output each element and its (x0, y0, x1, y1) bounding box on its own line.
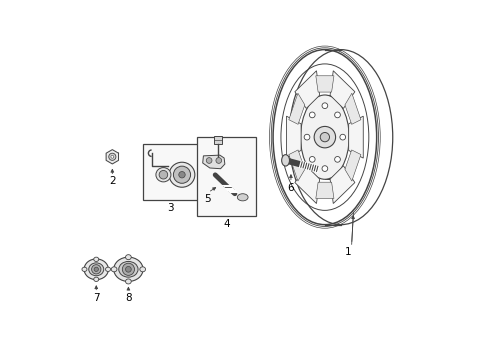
Circle shape (91, 265, 101, 274)
Ellipse shape (125, 279, 131, 284)
Polygon shape (344, 93, 360, 124)
Polygon shape (348, 116, 363, 158)
Polygon shape (106, 150, 118, 164)
Ellipse shape (125, 255, 131, 260)
Polygon shape (203, 155, 224, 169)
Circle shape (322, 103, 327, 109)
Polygon shape (329, 71, 354, 108)
Bar (213, 136, 222, 144)
Bar (197, 137, 256, 216)
Circle shape (94, 267, 98, 271)
Circle shape (125, 266, 131, 272)
Text: 4: 4 (223, 219, 230, 229)
Circle shape (108, 153, 116, 160)
Polygon shape (288, 93, 304, 124)
Ellipse shape (88, 263, 103, 276)
Ellipse shape (111, 267, 117, 272)
Polygon shape (315, 182, 333, 198)
Circle shape (122, 263, 134, 275)
Ellipse shape (94, 257, 99, 261)
Ellipse shape (119, 261, 138, 277)
Ellipse shape (169, 162, 194, 187)
Ellipse shape (82, 267, 87, 271)
Ellipse shape (281, 155, 289, 166)
Text: 3: 3 (167, 203, 173, 212)
Circle shape (216, 158, 221, 163)
Polygon shape (344, 150, 360, 181)
Ellipse shape (94, 277, 99, 282)
Ellipse shape (300, 95, 348, 179)
Circle shape (173, 166, 190, 183)
Circle shape (322, 166, 327, 171)
Circle shape (309, 157, 314, 162)
Polygon shape (286, 116, 301, 158)
Circle shape (309, 112, 314, 118)
Circle shape (206, 158, 212, 163)
Text: 5: 5 (203, 194, 210, 204)
Circle shape (313, 126, 335, 148)
Circle shape (159, 170, 167, 179)
Circle shape (334, 112, 340, 118)
Ellipse shape (156, 168, 171, 182)
Text: 1: 1 (344, 247, 351, 257)
Circle shape (179, 171, 185, 178)
Ellipse shape (237, 194, 247, 201)
Ellipse shape (140, 267, 145, 272)
Circle shape (111, 156, 114, 158)
Circle shape (339, 134, 345, 140)
Polygon shape (329, 166, 354, 203)
Polygon shape (294, 71, 319, 108)
Ellipse shape (84, 259, 108, 280)
Ellipse shape (114, 257, 143, 282)
Bar (142, 144, 198, 200)
Circle shape (334, 157, 340, 162)
Text: 2: 2 (109, 176, 115, 186)
Polygon shape (315, 76, 333, 92)
Polygon shape (294, 166, 319, 203)
Polygon shape (288, 150, 304, 181)
Text: 8: 8 (125, 293, 131, 303)
Text: 6: 6 (287, 183, 294, 193)
Circle shape (320, 132, 329, 142)
Text: 7: 7 (93, 293, 100, 303)
Circle shape (304, 134, 309, 140)
Ellipse shape (105, 267, 110, 271)
